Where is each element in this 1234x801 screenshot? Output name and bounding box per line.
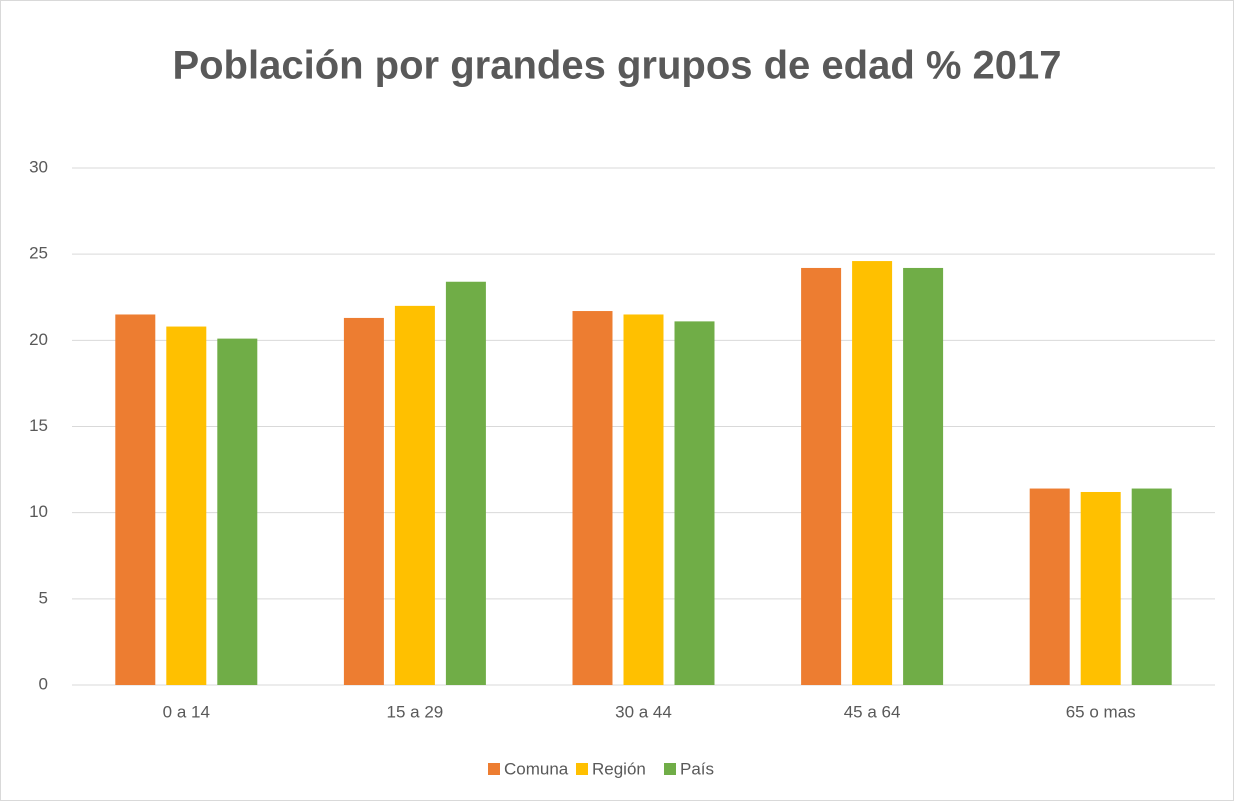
y-tick-label: 25 [29,244,48,263]
legend-swatch [664,763,676,775]
bar [903,267,944,685]
bar [394,305,435,685]
bar [1080,491,1121,685]
y-tick-label: 30 [29,157,48,176]
bar [572,311,613,685]
legend-swatch [576,763,588,775]
legend-label: País [680,759,714,778]
bar [445,281,486,685]
bar [217,338,258,685]
legend-label: Región [592,759,646,778]
y-tick-label: 20 [29,330,48,349]
x-tick-label: 30 a 44 [615,702,672,721]
chart-title: Población por grandes grupos de edad % 2… [172,44,1061,88]
bar [115,314,156,685]
x-tick-label: 15 a 29 [387,702,444,721]
bar [1131,488,1172,685]
x-tick-label: 45 a 64 [844,702,901,721]
y-tick-label: 5 [39,588,48,607]
y-tick-label: 10 [29,502,48,521]
bar [166,326,207,685]
y-tick-label: 0 [39,674,48,693]
legend-swatch [488,763,500,775]
bar [623,314,664,685]
x-tick-label: 0 a 14 [163,702,210,721]
bar [1029,488,1070,685]
bar [343,317,384,685]
bar [801,267,842,685]
bar [674,321,715,685]
bar [852,261,893,685]
y-tick-label: 15 [29,416,48,435]
x-tick-label: 65 o mas [1066,702,1136,721]
legend-label: Comuna [504,759,569,778]
